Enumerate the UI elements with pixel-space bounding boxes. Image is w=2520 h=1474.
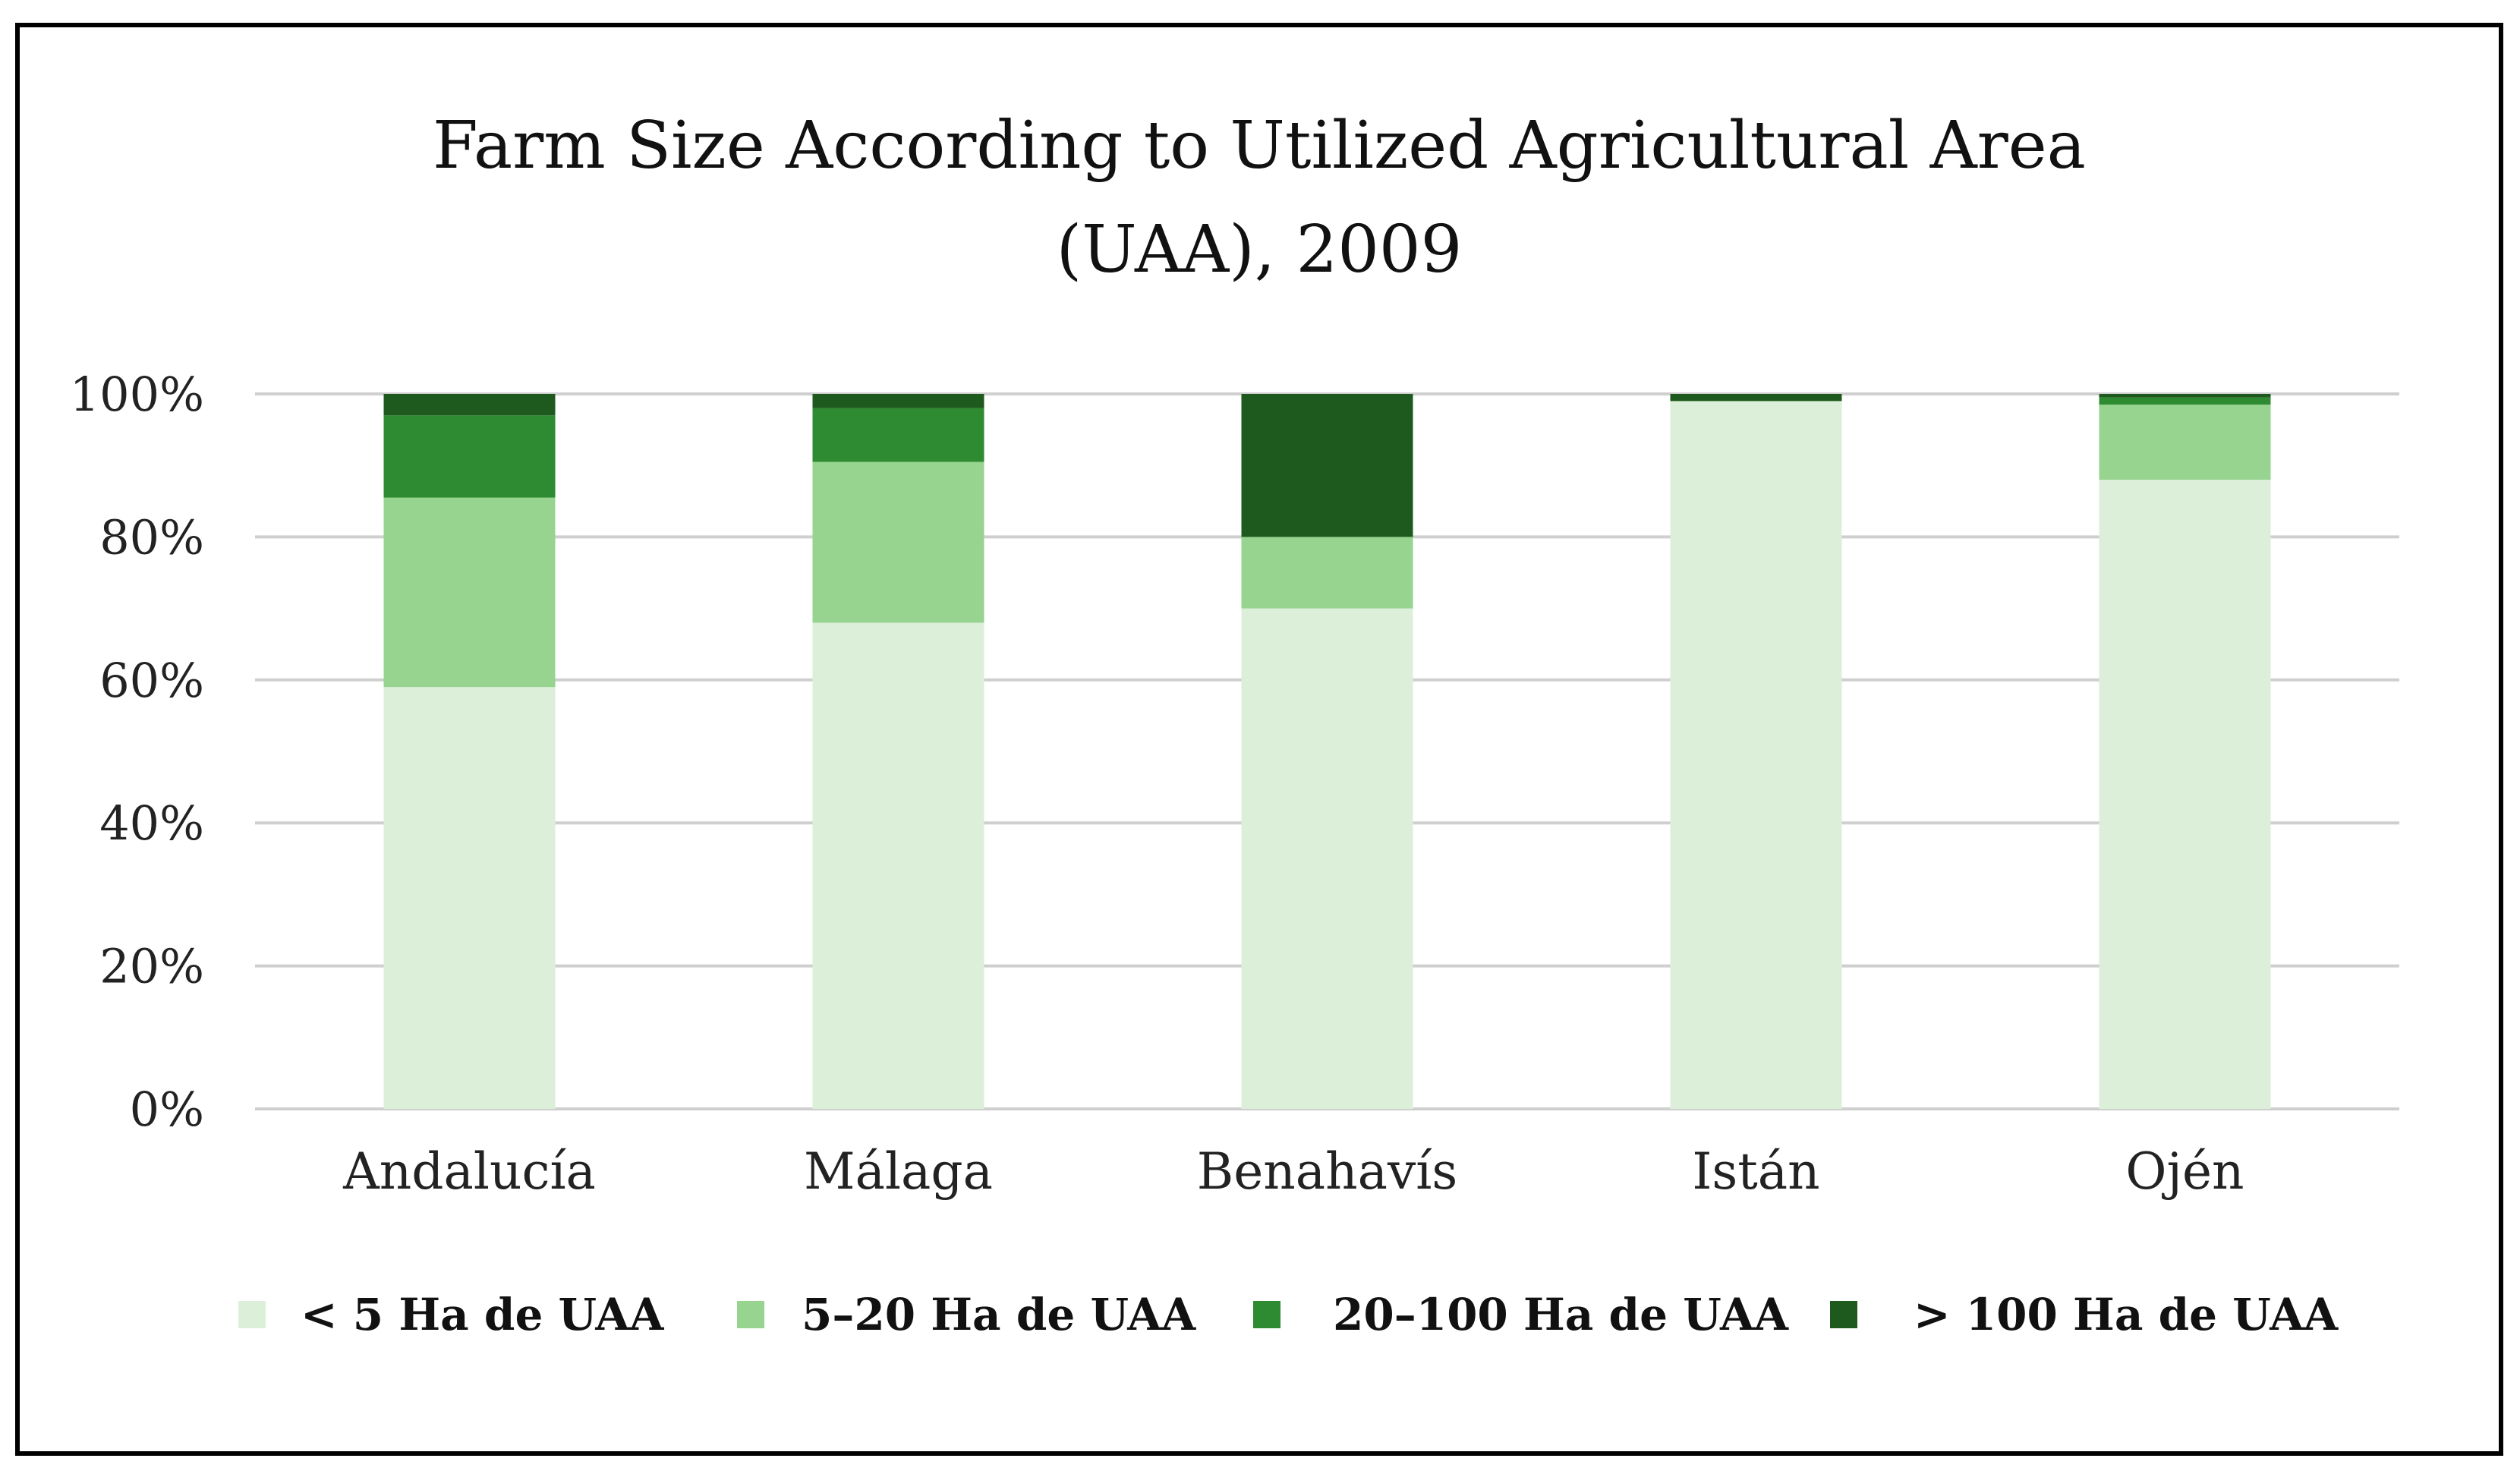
legend-swatch: [737, 1301, 764, 1328]
legend-swatch: [1253, 1301, 1280, 1328]
legend-item: > 100 Ha de UAA: [1830, 1289, 2339, 1340]
bar-segment: [1670, 394, 1842, 402]
x-category-label: Málaga: [804, 1142, 993, 1201]
bar-segment: [2099, 405, 2271, 480]
bar-segment: [383, 687, 556, 1109]
legend-swatch: [238, 1301, 266, 1328]
bar-segment: [1670, 401, 1842, 1109]
bar-segment: [1241, 537, 1413, 609]
bar-segment: [383, 415, 556, 498]
bar-segment: [812, 408, 984, 462]
bar-stack: [1241, 394, 1413, 1109]
legend-item: < 5 Ha de UAA: [238, 1289, 664, 1340]
legend-item: 5–20 Ha de UAA: [737, 1289, 1196, 1340]
legend-label: > 100 Ha de UAA: [1914, 1289, 2339, 1340]
x-category-label: Benahavís: [1197, 1142, 1458, 1201]
bar-segment: [383, 394, 556, 416]
chart-frame: Farm Size According to Utilized Agricult…: [15, 23, 2503, 1456]
y-tick-label: 40%: [99, 795, 204, 851]
x-category-label: Istán: [1692, 1142, 1819, 1201]
x-axis-categories: Andalucía Málaga Benahavís Istán Ojén: [342, 1142, 2244, 1201]
x-category-label: Andalucía: [342, 1142, 596, 1201]
bar-segment: [1241, 608, 1413, 1109]
bar-segment: [812, 622, 984, 1109]
bar-stack: [812, 394, 984, 1109]
bar-segment: [2099, 394, 2271, 398]
y-axis-ticks: 0% 20% 40% 60% 80% 100%: [70, 367, 204, 1137]
legend-label: 20–100 Ha de UAA: [1333, 1289, 1789, 1340]
y-tick-label: 100%: [70, 367, 204, 422]
bar-stack: [1670, 394, 1842, 1109]
legend-swatch: [1830, 1301, 1857, 1328]
bar-segment: [812, 461, 984, 623]
x-category-label: Ojén: [2125, 1142, 2244, 1201]
bar-segment: [2099, 480, 2271, 1109]
legend-label: 5–20 Ha de UAA: [802, 1289, 1196, 1340]
bar-segment: [812, 394, 984, 408]
chart-title-line-2: (UAA), 2009: [1057, 212, 1463, 288]
bar-segment: [2099, 397, 2271, 405]
y-tick-label: 20%: [99, 939, 204, 994]
bar-segment: [383, 497, 556, 688]
bar-stack: [2099, 394, 2271, 1109]
y-tick-label: 0%: [130, 1082, 204, 1137]
bars: [383, 394, 2271, 1109]
bar-segment: [1241, 394, 1413, 537]
y-tick-label: 80%: [99, 509, 204, 565]
chart-title-line-1: Farm Size According to Utilized Agricult…: [433, 108, 2086, 184]
bar-stack: [383, 394, 556, 1109]
y-tick-label: 60%: [99, 653, 204, 708]
legend-label: < 5 Ha de UAA: [301, 1289, 664, 1340]
legend: < 5 Ha de UAA 5–20 Ha de UAA 20–100 Ha de …: [238, 1289, 2339, 1340]
legend-item: 20–100 Ha de UAA: [1253, 1289, 1789, 1340]
chart: Farm Size According to Utilized Agricult…: [70, 108, 2399, 1340]
